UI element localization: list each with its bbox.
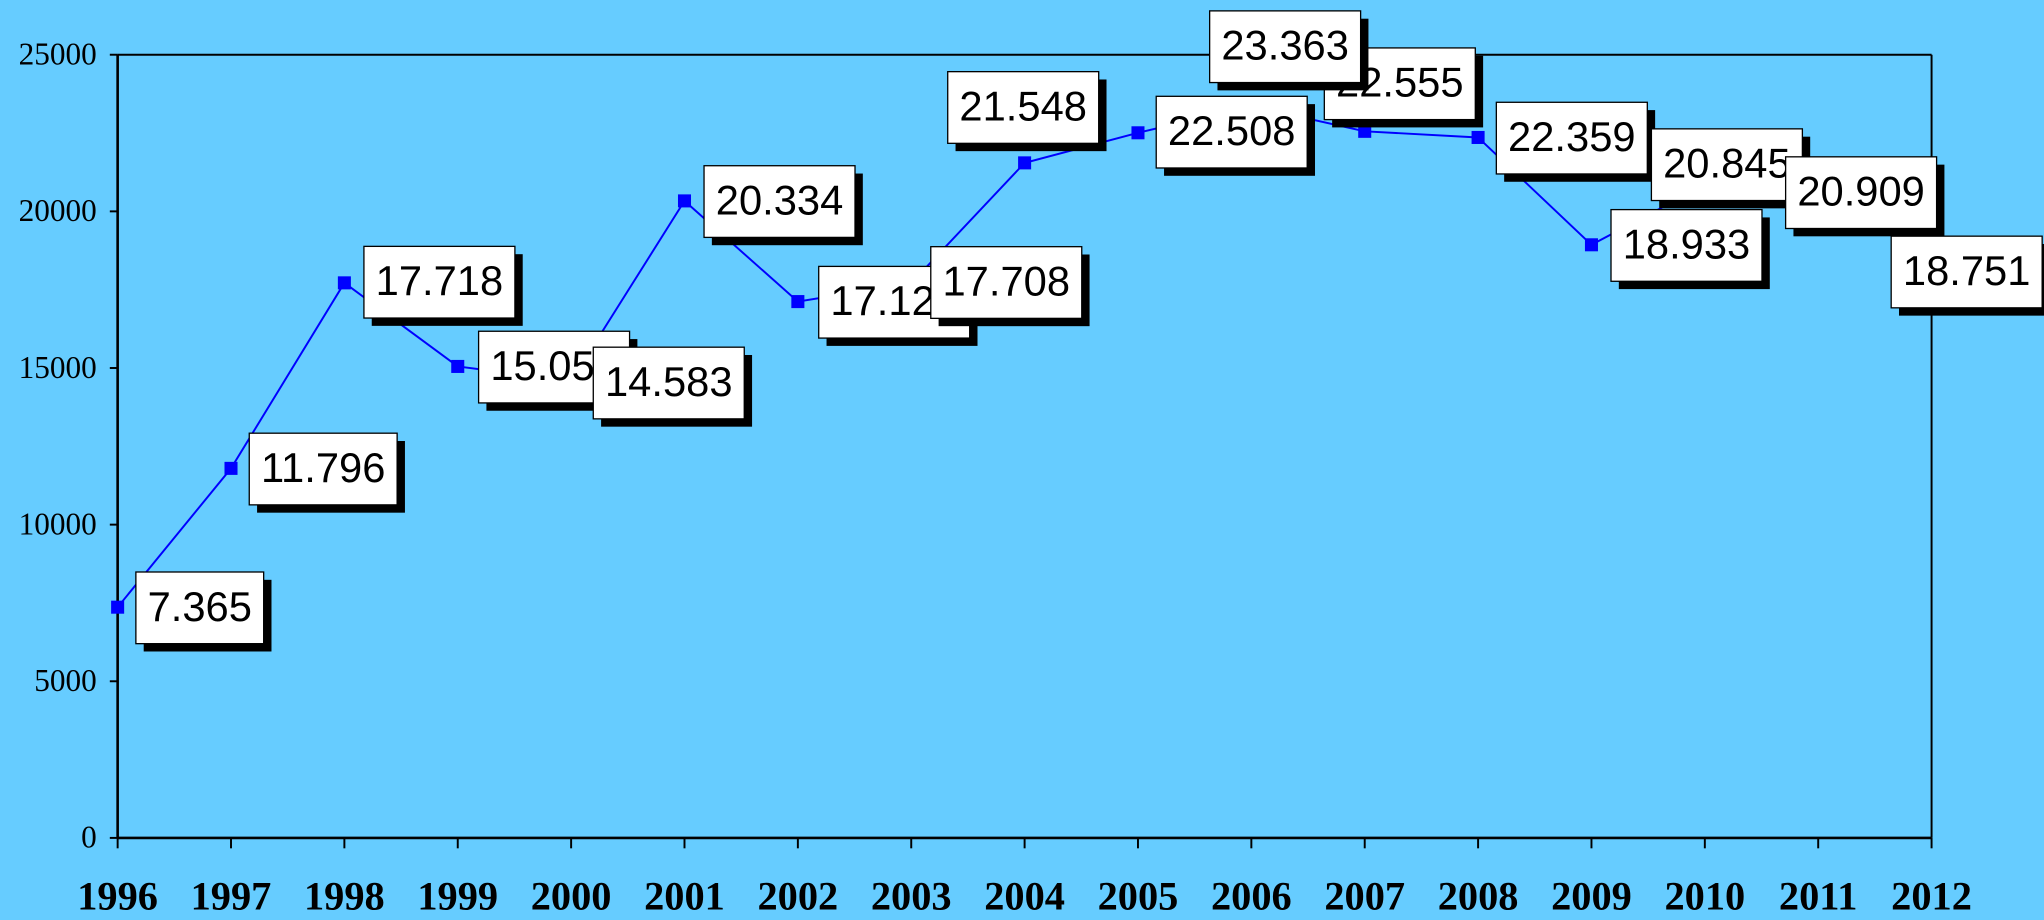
- label-box: [1610, 208, 1763, 282]
- label-box: [363, 245, 516, 319]
- y-tick-label: 20000: [19, 193, 97, 228]
- x-tick-label: 2004: [984, 874, 1065, 919]
- label-box: [1890, 235, 2043, 309]
- label-box: [592, 346, 745, 420]
- data-label: 11.796: [248, 432, 405, 513]
- marker: [337, 276, 351, 290]
- marker: [1358, 124, 1372, 138]
- data-label-text: 23.363: [1221, 22, 1349, 69]
- marker: [111, 600, 125, 614]
- label-box: [1495, 101, 1648, 175]
- data-label-text: 20.845: [1663, 140, 1791, 187]
- marker: [1584, 238, 1598, 252]
- x-tick-label: 2009: [1551, 874, 1632, 919]
- data-label-text: 18.751: [1903, 247, 2031, 294]
- marker: [1018, 156, 1032, 170]
- y-tick-label: 25000: [19, 37, 97, 72]
- marker: [791, 295, 805, 309]
- x-tick-label: 2010: [1664, 874, 1745, 919]
- data-label-text: 18.933: [1623, 220, 1751, 267]
- marker: [1131, 126, 1145, 140]
- data-label: 18.751: [1890, 235, 2044, 316]
- data-label-text: 17.708: [943, 257, 1071, 304]
- data-label-text: 22.508: [1168, 107, 1296, 154]
- x-tick-label: 2000: [531, 874, 612, 919]
- data-label: 20.334: [703, 165, 863, 246]
- x-tick-label: 2012: [1891, 874, 1972, 919]
- label-box: [248, 432, 398, 506]
- y-tick-label: 0: [81, 820, 97, 855]
- data-label-text: 11.796: [261, 444, 385, 491]
- data-label: 18.933: [1610, 208, 1770, 290]
- marker: [1471, 130, 1485, 144]
- data-label: 17.708: [930, 246, 1090, 327]
- marker: [451, 359, 465, 373]
- data-label: 23.363: [1208, 10, 1369, 91]
- data-label-text: 20.909: [1797, 168, 1925, 215]
- x-tick-label: 2008: [1438, 874, 1519, 919]
- x-tick-label: 2001: [644, 874, 725, 919]
- label-box: [1155, 95, 1308, 169]
- data-label-text: 14.583: [605, 358, 733, 405]
- marker: [677, 194, 692, 208]
- marker: [224, 461, 238, 475]
- data-label: 22.508: [1155, 95, 1316, 176]
- data-label-text: 7.365: [148, 583, 252, 630]
- data-label: 14.583: [592, 346, 753, 427]
- y-tick-label: 10000: [19, 506, 97, 541]
- data-label: 21.548: [947, 71, 1107, 152]
- x-tick-label: 2005: [1098, 874, 1179, 919]
- y-tick-label: 5000: [34, 663, 97, 698]
- data-label: 22.359: [1495, 101, 1656, 182]
- data-label-text: 22.359: [1508, 113, 1636, 160]
- label-box: [1784, 156, 1938, 230]
- x-tick-label: 2006: [1211, 874, 1292, 919]
- label-box: [135, 571, 265, 645]
- label-box: [930, 246, 1083, 320]
- x-tick-label: 2007: [1324, 874, 1405, 919]
- data-label: 7.365: [135, 571, 272, 652]
- label-box: [1650, 128, 1804, 202]
- data-label: 17.718: [363, 245, 523, 326]
- label-box: [703, 165, 856, 239]
- data-label-text: 17.718: [376, 257, 504, 304]
- x-tick-label: 2002: [757, 874, 838, 919]
- x-tick-label: 1996: [77, 874, 158, 919]
- x-tick-label: 1998: [304, 874, 385, 919]
- y-tick-label: 15000: [19, 350, 97, 385]
- data-label-text: 21.548: [959, 82, 1087, 129]
- x-tick-label: 2003: [871, 874, 952, 919]
- data-label: 20.909: [1784, 156, 1945, 237]
- label-box: [1208, 10, 1362, 84]
- data-label-text: 20.334: [716, 177, 844, 224]
- x-tick-label: 2011: [1779, 874, 1858, 919]
- x-tick-label: 1999: [417, 874, 498, 919]
- x-tick-label: 1997: [191, 874, 272, 919]
- label-box: [947, 71, 1100, 144]
